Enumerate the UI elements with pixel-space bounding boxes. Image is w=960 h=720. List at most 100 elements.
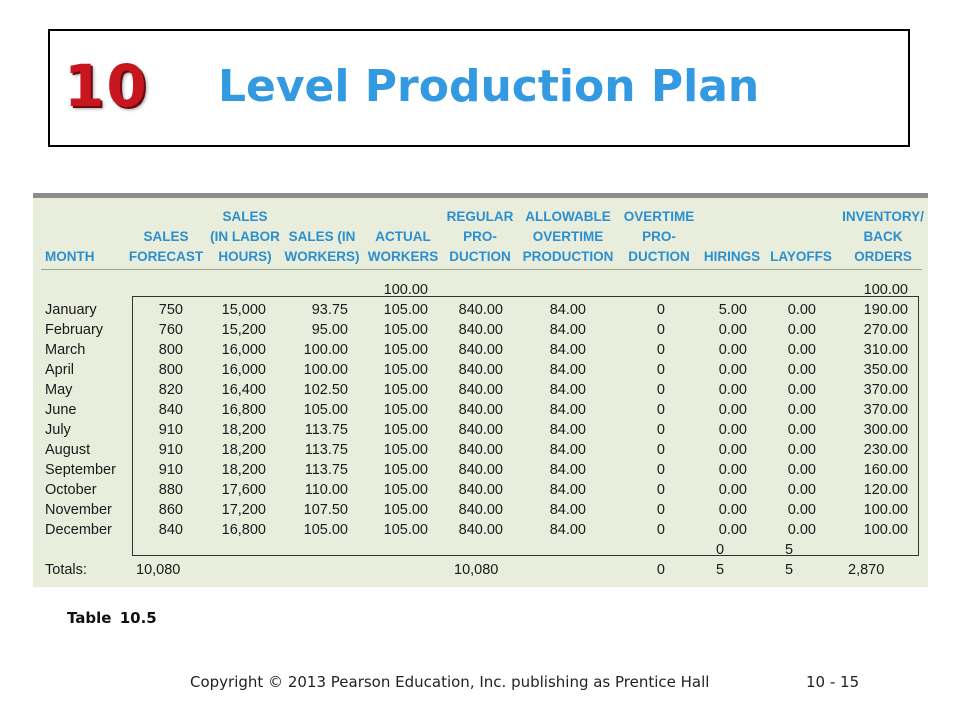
table-row: February 760 15,200 95.00 105.00 840.00 84.00 0… bbox=[33, 320, 928, 340]
level-production-table: MONTH SALES FORECAST SALES (IN LABOR HOURS… bbox=[33, 193, 928, 587]
table-cell: 0.00 bbox=[718, 422, 747, 438]
row-label: October bbox=[45, 482, 97, 498]
table-cell: 750 bbox=[158, 302, 183, 318]
table-cell: 105.00 bbox=[383, 382, 428, 398]
table-cell: 105.00 bbox=[383, 322, 428, 338]
table-cell: 84.00 bbox=[549, 362, 586, 378]
table-cell: 840.00 bbox=[458, 442, 503, 458]
table-row: June 840 16,800 105.00 105.00 840.00 84.00 0 0.0… bbox=[33, 400, 928, 420]
header-divider bbox=[41, 269, 922, 270]
table-cell: 0.00 bbox=[718, 382, 747, 398]
table-cell: 93.75 bbox=[311, 302, 348, 318]
table-cell: 0 bbox=[656, 462, 665, 478]
copyright-notice: Copyright © 2013 Pearson Education, Inc.… bbox=[190, 673, 710, 691]
table-cell: 0 bbox=[656, 562, 665, 578]
table-cell: 16,000 bbox=[221, 362, 266, 378]
table-cell: 800 bbox=[158, 342, 183, 358]
table-cell: 15,200 bbox=[221, 322, 266, 338]
column-header: INVENTORY/ BACK ORDERS bbox=[842, 209, 924, 264]
table-cell: 910 bbox=[158, 422, 183, 438]
table-row: December 840 16,800 105.00 105.00 840.00 84.00… bbox=[33, 520, 928, 540]
slide-footer: Copyright © 2013 Pearson Education, Inc.… bbox=[0, 673, 960, 695]
table-cell: 10,080 bbox=[454, 562, 499, 578]
table-cell: 16,000 bbox=[221, 342, 266, 358]
table-cell: 840.00 bbox=[458, 382, 503, 398]
table-cell: 0 bbox=[656, 322, 665, 338]
table-cell: 100.00 bbox=[863, 282, 908, 298]
table-cell: 0.00 bbox=[718, 342, 747, 358]
table-cell: 0 bbox=[656, 522, 665, 538]
table-row: 100.00 100.00 bbox=[33, 280, 928, 300]
table-cell: 0.00 bbox=[787, 502, 816, 518]
table-cell: 310.00 bbox=[863, 342, 908, 358]
column-header: MONTH bbox=[45, 249, 95, 264]
column-header: SALES (IN WORKERS) bbox=[284, 229, 360, 264]
row-label: January bbox=[45, 302, 97, 318]
table-cell: 105.00 bbox=[383, 362, 428, 378]
table-cell: 0 bbox=[656, 502, 665, 518]
monthly-data-box bbox=[132, 296, 919, 556]
column-header: LAYOFFS bbox=[770, 249, 832, 264]
table-cell: 840.00 bbox=[458, 482, 503, 498]
table-cell: 0 bbox=[656, 382, 665, 398]
table-cell: 800 bbox=[158, 362, 183, 378]
table-cell: 5.00 bbox=[718, 302, 747, 318]
row-label: March bbox=[45, 342, 86, 358]
table-cell: 0.00 bbox=[718, 402, 747, 418]
table-row: April 800 16,000 100.00 105.00 840.00 84.00 0 0.… bbox=[33, 360, 928, 380]
table-cell: 0.00 bbox=[718, 442, 747, 458]
table-cell: 105.00 bbox=[383, 342, 428, 358]
table-cell: 84.00 bbox=[549, 442, 586, 458]
table-cell: 10,080 bbox=[136, 562, 181, 578]
column-header: OVERTIME PRO- DUCTION bbox=[623, 209, 695, 264]
table-cell: 105.00 bbox=[303, 402, 348, 418]
table-cell: 840.00 bbox=[458, 522, 503, 538]
column-header: HIRINGS bbox=[703, 249, 761, 264]
title-box: 10 Level Production Plan bbox=[48, 29, 910, 147]
table-cell: 100.00 bbox=[383, 282, 428, 298]
table-cell: 0.00 bbox=[718, 482, 747, 498]
table-cell: 0.00 bbox=[718, 502, 747, 518]
table-cell: 0.00 bbox=[787, 302, 816, 318]
table-cell: 0 bbox=[716, 542, 725, 558]
table-row: January 750 15,000 93.75 105.00 840.00 84.00 0 5… bbox=[33, 300, 928, 320]
table-cell: 120.00 bbox=[863, 482, 908, 498]
table-cell: 105.00 bbox=[383, 522, 428, 538]
table-cell: 0.00 bbox=[718, 322, 747, 338]
table-cell: 84.00 bbox=[549, 402, 586, 418]
table-cell: 2,870 bbox=[848, 562, 885, 578]
table-cell: 110.00 bbox=[304, 482, 348, 498]
chapter-number: 10 bbox=[64, 52, 149, 120]
table-cell: 0.00 bbox=[718, 462, 747, 478]
table-cell: 84.00 bbox=[549, 482, 586, 498]
table-cell: 84.00 bbox=[549, 322, 586, 338]
table-cell: 840.00 bbox=[458, 302, 503, 318]
table-cell: 300.00 bbox=[863, 422, 908, 438]
table-cell: 840 bbox=[158, 522, 183, 538]
table-cell: 0 bbox=[656, 482, 665, 498]
table-row: May 820 16,400 102.50 105.00 840.00 84.00 0 0.00… bbox=[33, 380, 928, 400]
table-cell: 105.00 bbox=[383, 422, 428, 438]
slide-title: Level Production Plan bbox=[218, 61, 760, 112]
table-cell: 5 bbox=[716, 562, 725, 578]
table-cell: 0 bbox=[656, 362, 665, 378]
table-cell: 15,000 bbox=[221, 302, 266, 318]
table-cell: 100.00 bbox=[303, 362, 348, 378]
row-label: May bbox=[45, 382, 73, 398]
table-cell: 84.00 bbox=[549, 422, 586, 438]
table-cell: 105.00 bbox=[383, 502, 428, 518]
table-cell: 820 bbox=[158, 382, 183, 398]
table-cell: 840.00 bbox=[458, 502, 503, 518]
table-cell: 113.75 bbox=[304, 422, 348, 438]
table-cell: 840.00 bbox=[458, 462, 503, 478]
column-header: ALLOWABLE OVERTIME PRODUCTION bbox=[522, 209, 614, 264]
table-cell: 910 bbox=[158, 442, 183, 458]
table-cell: 95.00 bbox=[311, 322, 348, 338]
table-cell: 910 bbox=[158, 462, 183, 478]
table-cell: 190.00 bbox=[863, 302, 908, 318]
table-cell: 840.00 bbox=[458, 322, 503, 338]
table-cell: 5 bbox=[785, 542, 794, 558]
table-cell: 113.75 bbox=[304, 442, 348, 458]
table-cell: 113.75 bbox=[304, 462, 348, 478]
row-label: September bbox=[45, 462, 116, 478]
